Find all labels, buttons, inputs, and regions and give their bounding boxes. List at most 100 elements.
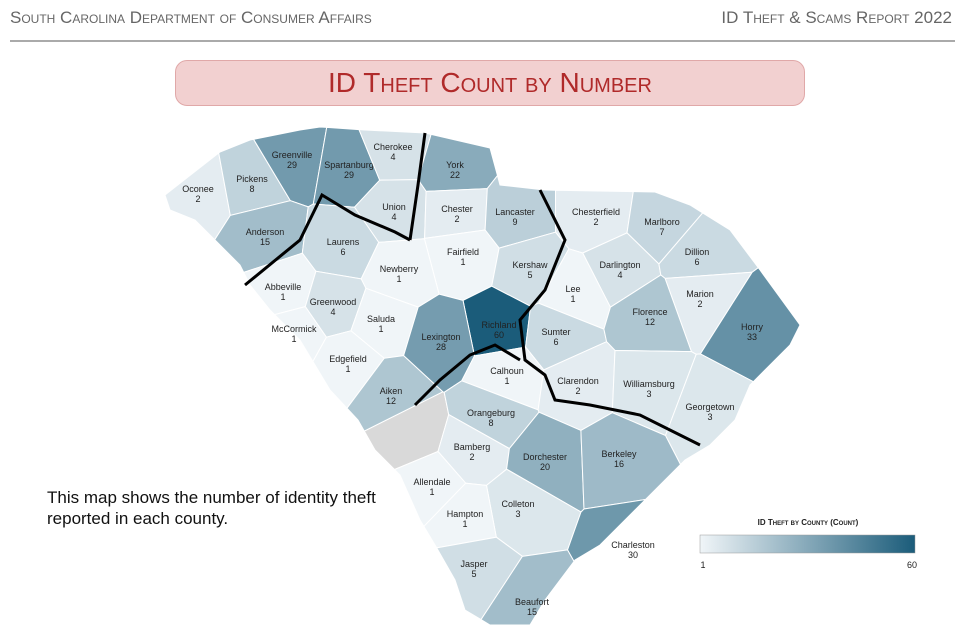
county-count: 1 bbox=[378, 324, 383, 334]
county-count: 3 bbox=[646, 389, 651, 399]
county-name: Chester bbox=[441, 204, 473, 214]
county-name: Spartanburg bbox=[324, 160, 374, 170]
header-left: South Carolina Department of Consumer Af… bbox=[10, 8, 372, 27]
county-count: 1 bbox=[291, 334, 296, 344]
county-name: Hampton bbox=[447, 509, 484, 519]
county-count: 5 bbox=[527, 270, 532, 280]
county-name: McCormick bbox=[272, 324, 317, 334]
county-count: 4 bbox=[391, 212, 396, 222]
county-name: Jasper bbox=[460, 559, 487, 569]
map-title: ID Theft Count by Number bbox=[175, 60, 805, 106]
county-count: 60 bbox=[494, 330, 504, 340]
region-border bbox=[413, 343, 521, 407]
county-count: 28 bbox=[436, 342, 446, 352]
county-name: Bamberg bbox=[454, 442, 491, 452]
county-count: 2 bbox=[593, 217, 598, 227]
county-name: Greenville bbox=[272, 150, 313, 160]
county-count: 5 bbox=[471, 569, 476, 579]
county-count: 1 bbox=[504, 376, 509, 386]
county-name: Richland bbox=[481, 320, 516, 330]
county-count: 22 bbox=[450, 170, 460, 180]
county-name: Lancaster bbox=[495, 207, 535, 217]
county-name: Newberry bbox=[380, 264, 419, 274]
legend-min: 1 bbox=[700, 560, 705, 570]
county-count: 29 bbox=[344, 170, 354, 180]
county-name: Kershaw bbox=[512, 260, 548, 270]
county-name: Lexington bbox=[421, 332, 460, 342]
county bbox=[312, 330, 385, 409]
county-count: 2 bbox=[469, 452, 474, 462]
county-count: 8 bbox=[488, 418, 493, 428]
county-count: 4 bbox=[617, 270, 622, 280]
legend-max: 60 bbox=[907, 560, 917, 570]
county-name: Colleton bbox=[501, 499, 534, 509]
county-name: Lee bbox=[565, 284, 580, 294]
county bbox=[480, 549, 575, 626]
county-count: 4 bbox=[330, 307, 335, 317]
county-count: 2 bbox=[195, 194, 200, 204]
region-border bbox=[408, 132, 427, 241]
county-name: Williamsburg bbox=[623, 379, 675, 389]
county-count: 1 bbox=[345, 364, 350, 374]
county-name: Georgetown bbox=[685, 402, 734, 412]
county-count: 16 bbox=[614, 459, 624, 469]
county-count: 4 bbox=[390, 152, 395, 162]
county-count: 15 bbox=[260, 237, 270, 247]
county-count: 3 bbox=[707, 412, 712, 422]
county-name: Florence bbox=[632, 307, 667, 317]
county bbox=[699, 267, 801, 383]
county-name: Edgefield bbox=[329, 354, 367, 364]
county-name: York bbox=[446, 160, 464, 170]
county-name: Saluda bbox=[367, 314, 395, 324]
county-name: Calhoun bbox=[490, 366, 524, 376]
county-count: 1 bbox=[570, 294, 575, 304]
county-name: Fairfield bbox=[447, 247, 479, 257]
county-count: 33 bbox=[747, 332, 757, 342]
description: This map shows the number of identity th… bbox=[47, 488, 376, 528]
county bbox=[664, 353, 755, 466]
header-rule bbox=[10, 40, 955, 42]
county-name: Allendale bbox=[413, 477, 450, 487]
county-name: Union bbox=[382, 202, 406, 212]
county-name: Berkeley bbox=[601, 449, 637, 459]
legend-bar bbox=[699, 534, 916, 554]
legend-title: ID Theft by County (Count) bbox=[758, 518, 859, 527]
county-count: 1 bbox=[396, 274, 401, 284]
county-count: 2 bbox=[454, 214, 459, 224]
county-name: Horry bbox=[741, 322, 763, 332]
county-count: 12 bbox=[386, 396, 396, 406]
county-name: Dorchester bbox=[523, 452, 567, 462]
county-count: 2 bbox=[697, 299, 702, 309]
county-count: 1 bbox=[280, 292, 285, 302]
county-name: Abbeville bbox=[265, 282, 302, 292]
county-name: Aiken bbox=[380, 386, 403, 396]
county-name: Charleston bbox=[611, 540, 655, 550]
county-name: Cherokee bbox=[373, 142, 412, 152]
county-name: Beaufort bbox=[515, 597, 550, 607]
county-count: 6 bbox=[553, 337, 558, 347]
county-count: 1 bbox=[429, 487, 434, 497]
county-count: 7 bbox=[659, 227, 664, 237]
region-border bbox=[244, 192, 411, 287]
county-count: 8 bbox=[249, 184, 254, 194]
county-name: Marion bbox=[686, 289, 714, 299]
county-name: Darlington bbox=[599, 260, 640, 270]
county-count: 9 bbox=[512, 217, 517, 227]
county-count: 6 bbox=[340, 247, 345, 257]
region-border bbox=[518, 189, 701, 447]
county-name: Clarendon bbox=[557, 376, 599, 386]
county-name: Oconee bbox=[182, 184, 214, 194]
county-count: 6 bbox=[694, 257, 699, 267]
county-count: 2 bbox=[575, 386, 580, 396]
county-count: 1 bbox=[460, 257, 465, 267]
county-count: 20 bbox=[540, 462, 550, 472]
county-name: Sumter bbox=[541, 327, 570, 337]
county-count: 1 bbox=[462, 519, 467, 529]
county-name: Laurens bbox=[327, 237, 360, 247]
county-count: 30 bbox=[628, 550, 638, 560]
county-name: Dillion bbox=[685, 247, 710, 257]
county-name: Orangeburg bbox=[467, 408, 515, 418]
